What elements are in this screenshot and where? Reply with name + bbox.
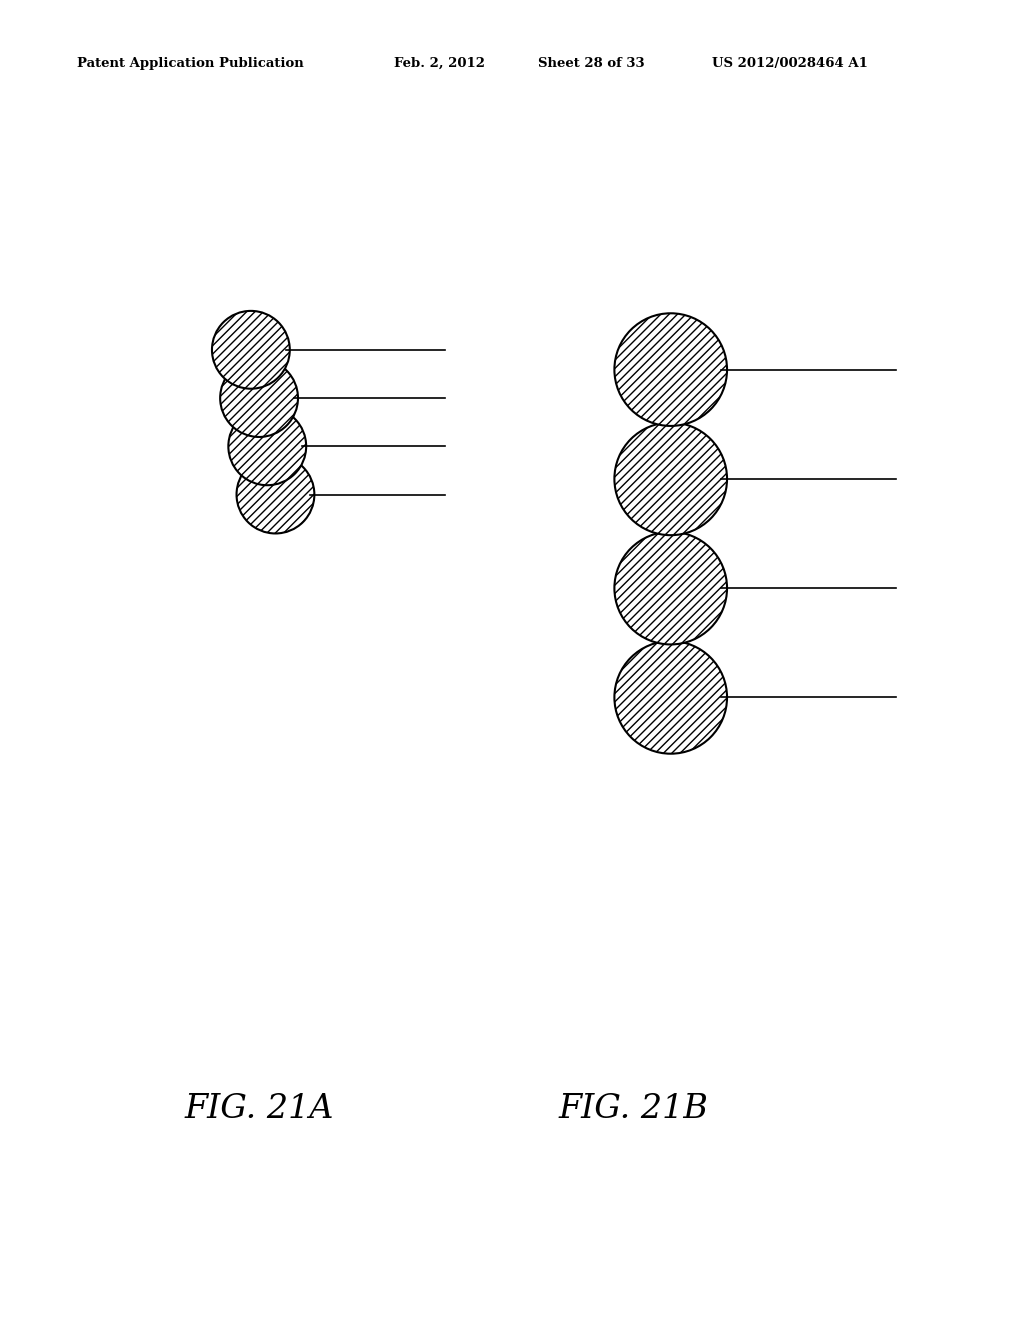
Ellipse shape [220,359,298,437]
Text: Patent Application Publication: Patent Application Publication [77,57,303,70]
Ellipse shape [237,455,314,533]
Text: FIG. 21B: FIG. 21B [558,1093,708,1125]
Ellipse shape [228,408,306,486]
Ellipse shape [614,313,727,426]
Ellipse shape [212,312,290,388]
Text: US 2012/0028464 A1: US 2012/0028464 A1 [712,57,867,70]
Text: FIG. 21A: FIG. 21A [184,1093,334,1125]
Ellipse shape [614,642,727,754]
Text: Feb. 2, 2012: Feb. 2, 2012 [394,57,485,70]
Ellipse shape [614,422,727,535]
Ellipse shape [614,532,727,644]
Text: Sheet 28 of 33: Sheet 28 of 33 [538,57,644,70]
